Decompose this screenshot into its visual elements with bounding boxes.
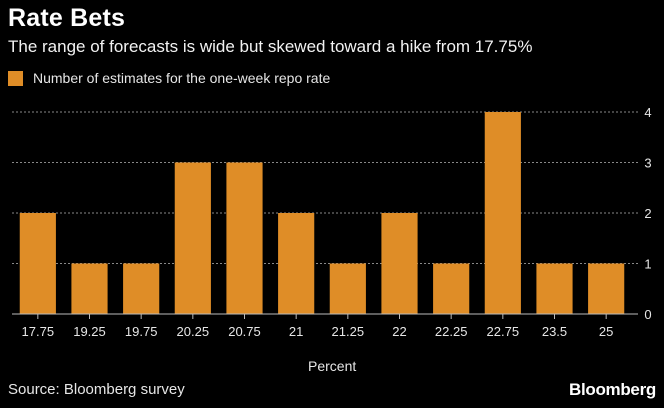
- source-note: Source: Bloomberg survey: [8, 381, 185, 398]
- bar: [484, 112, 521, 314]
- x-tick-label: 23.5: [542, 324, 567, 339]
- chart-subtitle: The range of forecasts is wide but skewe…: [8, 37, 533, 56]
- bar: [381, 213, 418, 314]
- x-tick-label: 20.25: [177, 324, 210, 339]
- x-tick-label: 17.75: [22, 324, 55, 339]
- y-tick-label: 0: [644, 307, 651, 322]
- bar: [19, 213, 56, 314]
- bar: [174, 162, 211, 314]
- bar: [536, 263, 573, 314]
- y-tick-label: 2: [644, 206, 651, 221]
- bar: [588, 263, 625, 314]
- bar: [226, 162, 263, 314]
- bar: [433, 263, 470, 314]
- x-tick-label: 25: [599, 324, 613, 339]
- bar: [278, 213, 315, 314]
- y-tick-label: 1: [644, 257, 651, 272]
- x-tick-label: 19.25: [73, 324, 106, 339]
- bar: [329, 263, 366, 314]
- chart-title: Rate Bets: [8, 4, 126, 32]
- legend-swatch: [8, 70, 23, 86]
- x-tick-label: 21.25: [332, 324, 365, 339]
- y-tick-label: 4: [644, 105, 651, 120]
- legend: Number of estimates for the one-week rep…: [8, 70, 330, 86]
- bloomberg-logo: Bloomberg: [568, 380, 656, 399]
- x-tick-label: 20.75: [228, 324, 261, 339]
- bar: [71, 263, 108, 314]
- x-axis-label: Percent: [308, 358, 357, 374]
- legend-label: Number of estimates for the one-week rep…: [33, 70, 331, 86]
- x-tick-label: 22: [392, 324, 406, 339]
- x-tick-label: 19.75: [125, 324, 158, 339]
- y-tick-label: 3: [644, 156, 651, 171]
- x-tick-label: 22.75: [487, 324, 520, 339]
- x-tick-label: 21: [289, 324, 303, 339]
- bar: [123, 263, 160, 314]
- x-tick-label: 22.25: [435, 324, 468, 339]
- bar-chart: 0 1 2 3 4 17.75 19.25 19.75 20.25 20.75 21 21.25 22 2…: [12, 105, 652, 339]
